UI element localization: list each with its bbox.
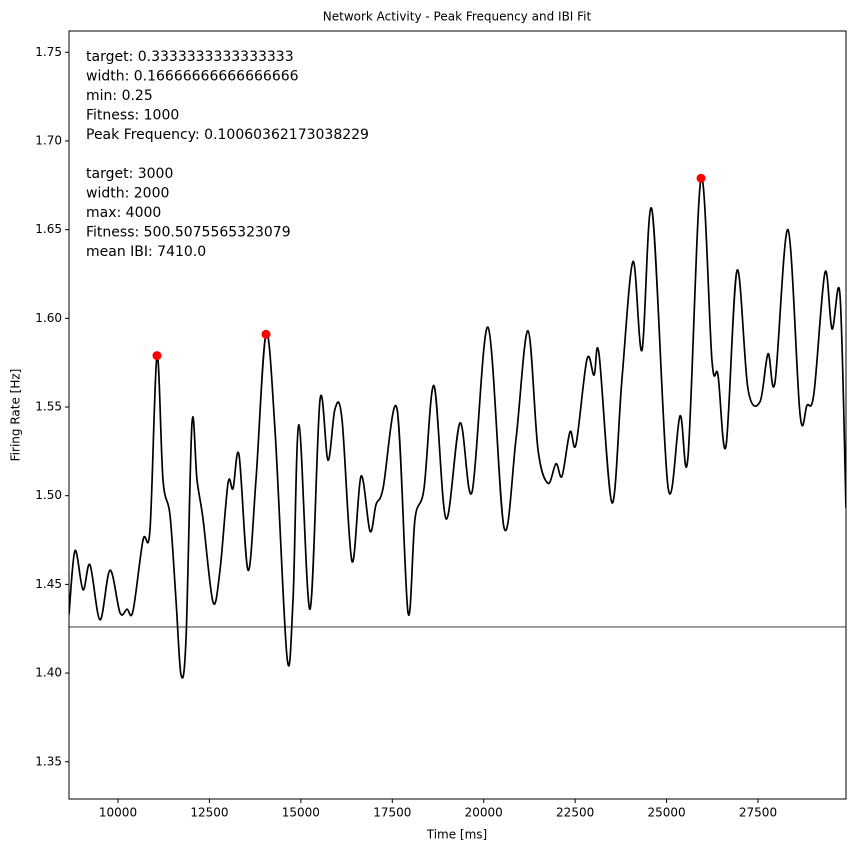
y-tick-label: 1.40 xyxy=(35,666,62,680)
peak-point xyxy=(152,351,162,361)
data-line xyxy=(69,176,846,679)
annotation-line: width: 0.16666666666666666 xyxy=(86,69,299,85)
peak-point xyxy=(261,329,271,339)
annotation-line: Peak Frequency: 0.10060362173038229 xyxy=(86,127,369,143)
y-tick-label: 1.45 xyxy=(35,577,62,591)
x-tick-label: 17500 xyxy=(373,806,411,820)
annotation-line: Fitness: 500.5075565323079 xyxy=(86,225,291,241)
x-axis-label: Time [ms] xyxy=(426,828,488,842)
x-tick-label: 10000 xyxy=(99,806,137,820)
x-tick-label: 20000 xyxy=(465,806,503,820)
y-tick-label: 1.70 xyxy=(35,133,62,147)
x-tick-label: 15000 xyxy=(282,806,320,820)
chart-title: Network Activity - Peak Frequency and IB… xyxy=(323,10,592,24)
x-tick-label: 12500 xyxy=(190,806,228,820)
x-tick-label: 25000 xyxy=(647,806,685,820)
y-tick-label: 1.65 xyxy=(35,222,62,236)
annotation-line: max: 4000 xyxy=(86,205,161,221)
y-tick-label: 1.55 xyxy=(35,400,62,414)
x-tick-label: 27500 xyxy=(739,806,777,820)
annotation-line: Fitness: 1000 xyxy=(86,108,179,124)
y-tick-label: 1.35 xyxy=(35,754,62,768)
peak-point xyxy=(696,173,706,183)
y-axis-label: Firing Rate [Hz] xyxy=(9,369,23,462)
annotation-line: min: 0.25 xyxy=(86,88,153,104)
y-tick-label: 1.60 xyxy=(35,311,62,325)
y-tick-label: 1.50 xyxy=(35,488,62,502)
y-tick-label: 1.75 xyxy=(35,45,62,59)
x-tick-label: 22500 xyxy=(556,806,594,820)
annotation-line: mean IBI: 7410.0 xyxy=(86,244,206,260)
annotation-line: width: 2000 xyxy=(86,186,169,202)
annotation-line: target: 0.3333333333333333 xyxy=(86,49,294,65)
plot-area xyxy=(69,173,846,679)
plot-frame xyxy=(68,30,847,800)
annotation-line: target: 3000 xyxy=(86,166,173,182)
